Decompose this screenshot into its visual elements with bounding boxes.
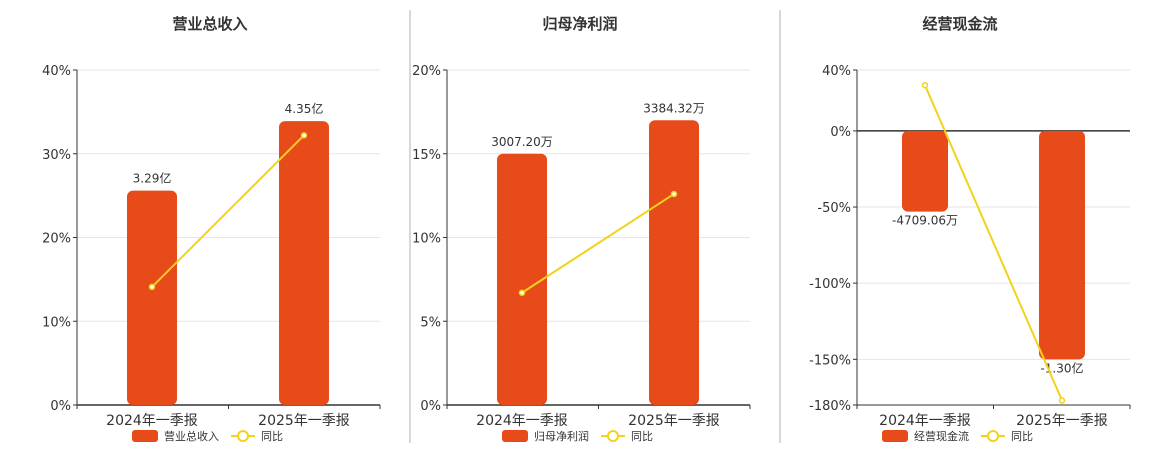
y-tick-label: 10% — [412, 232, 441, 247]
legend-swatch-bar[interactable] — [132, 430, 158, 442]
y-tick-label: -180% — [809, 399, 851, 414]
legend-swatch-bar[interactable] — [502, 430, 528, 442]
bar[interactable] — [649, 120, 699, 405]
bar-value-label: -4709.06万 — [892, 214, 958, 228]
y-tick-label: -150% — [809, 353, 851, 368]
chart-title: 归母净利润 — [542, 15, 617, 33]
yoy-point[interactable] — [148, 283, 156, 291]
chart-panel-1: 营业总收入 0% 10% 20% 30% 40% 3.29亿 4.35亿 2024年一季报 202… — [42, 15, 381, 443]
y-tick-label: 20% — [42, 232, 71, 247]
bar[interactable] — [497, 153, 547, 405]
y-tick-label: -50% — [817, 201, 851, 216]
legend-label: 经营现金流 — [914, 429, 969, 443]
bar-value-label: 3007.20万 — [491, 135, 553, 149]
yoy-line — [151, 134, 305, 288]
y-tick-label: 10% — [42, 315, 71, 330]
legend: 经营现金流 同比 — [882, 429, 1033, 443]
y-tick-label: 20% — [412, 64, 441, 79]
bar-value-label: 4.35亿 — [285, 101, 324, 116]
bar[interactable] — [902, 130, 948, 212]
legend: 营业总收入 同比 — [132, 429, 283, 443]
bar-value-label: -1.30亿 — [1040, 360, 1083, 375]
x-tick-label: 2024年一季报 — [879, 413, 971, 429]
bar[interactable] — [279, 121, 329, 406]
x-tick-label: 2025年一季报 — [258, 413, 350, 429]
chart-title: 营业总收入 — [172, 15, 247, 33]
legend-label: 营业总收入 — [164, 429, 219, 443]
y-tick-label: -100% — [809, 277, 851, 292]
legend: 归母净利润 同比 — [502, 429, 653, 443]
x-tick-label: 2024年一季报 — [476, 413, 568, 429]
bar[interactable] — [1039, 130, 1085, 360]
yoy-point[interactable] — [921, 81, 929, 89]
y-tick-label: 30% — [42, 148, 71, 163]
y-tick-label: 40% — [822, 64, 851, 79]
bar-value-label: 3384.32万 — [643, 101, 705, 115]
legend-label: 同比 — [1011, 430, 1033, 443]
x-tick-label: 2025年一季报 — [628, 413, 720, 429]
yoy-point[interactable] — [670, 190, 678, 198]
legend-swatch-bar[interactable] — [882, 430, 908, 442]
y-tick-label: 40% — [42, 64, 71, 79]
legend-marker — [607, 430, 619, 442]
yoy-line — [924, 84, 1063, 401]
yoy-point[interactable] — [518, 289, 526, 297]
chart-panel-3: 经营现金流 40% 0% -50% -100% -150% -180% -4709.06万 -1… — [809, 15, 1131, 443]
chart-panel-2: 归母净利润 0% 5% 10% 15% 20% 3007.20万 3384.32万 2024年一… — [412, 15, 751, 443]
chart-title: 经营现金流 — [922, 15, 997, 33]
legend-label: 同比 — [261, 430, 283, 443]
x-tick-label: 2024年一季报 — [106, 413, 198, 429]
legend-label: 归母净利润 — [534, 429, 589, 443]
legend-marker — [987, 430, 999, 442]
yoy-line — [521, 193, 675, 294]
legend-marker — [237, 430, 249, 442]
y-tick-label: 0% — [830, 125, 851, 140]
y-tick-label: 0% — [420, 399, 441, 414]
y-tick-label: 0% — [50, 399, 71, 414]
yoy-point[interactable] — [1058, 397, 1066, 404]
yoy-point[interactable] — [300, 132, 308, 139]
y-tick-label: 15% — [412, 148, 441, 163]
legend-label: 同比 — [631, 430, 653, 443]
x-tick-label: 2025年一季报 — [1016, 413, 1108, 429]
y-tick-label: 5% — [420, 315, 441, 330]
bar[interactable] — [127, 190, 177, 405]
bar-value-label: 3.29亿 — [133, 171, 172, 186]
